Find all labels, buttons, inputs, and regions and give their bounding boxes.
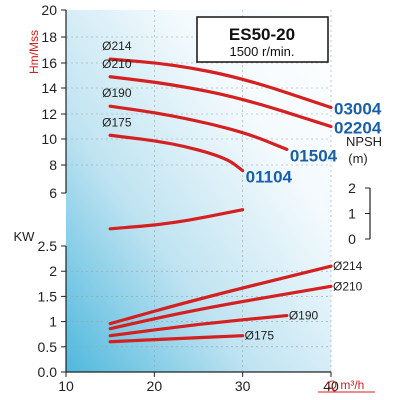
head-tick-label-16: 16 xyxy=(41,55,57,71)
power-curve-label-175: Ø175 xyxy=(245,329,275,343)
chart-subtitle: 1500 r/min. xyxy=(229,44,294,59)
power-curve-214 xyxy=(108,264,333,326)
npsh-curves xyxy=(108,208,245,231)
x-tick-label-30: 30 xyxy=(235,378,251,394)
head-curve-190 xyxy=(108,104,289,151)
npsh-tick-label-2: 2 xyxy=(348,180,356,196)
head-tick-label-14: 14 xyxy=(41,80,57,96)
power-curve-175 xyxy=(108,334,245,344)
head-curve-label-190: Ø190 xyxy=(102,86,132,100)
head-curve-210 xyxy=(108,75,333,129)
npsh-axis-unit: (m) xyxy=(348,151,368,166)
power-tick-label-2.5: 2.5 xyxy=(38,238,58,254)
head-tick-label-10: 10 xyxy=(41,131,57,147)
chart-title: ES50-20 xyxy=(229,25,295,44)
model-label-01504: 01504 xyxy=(290,146,338,165)
model-label-02204: 02204 xyxy=(334,119,382,138)
npsh-tick-label-1: 1 xyxy=(348,206,356,222)
head-curves: Ø214 03004 Ø210 02204 Ø190 01504 Ø175 01104 xyxy=(102,39,382,187)
head-tick-label-18: 18 xyxy=(41,29,57,45)
power-tick-label-0.5: 0.5 xyxy=(38,339,58,355)
head-curve-175 xyxy=(108,133,245,173)
head-curve-label-214: Ø214 xyxy=(102,39,132,53)
head-tick-label-6: 6 xyxy=(49,185,57,201)
title-box xyxy=(196,16,329,63)
model-label-03004: 03004 xyxy=(334,100,382,119)
head-tick-label-12: 12 xyxy=(41,106,57,122)
head-curve-label-175: Ø175 xyxy=(102,115,132,129)
power-tick-label-1.5: 1.5 xyxy=(38,288,58,304)
power-tick-label-1: 1 xyxy=(49,314,57,330)
power-curve-label-214: Ø214 xyxy=(333,259,363,273)
power-axis-title: KW xyxy=(14,229,36,244)
head-curve-label-210: Ø210 xyxy=(102,57,132,71)
x-tick-label-10: 10 xyxy=(58,378,74,394)
x-axis-title: Q m³/h xyxy=(328,378,365,392)
power-curve-210 xyxy=(108,284,333,331)
npsh-curve xyxy=(108,208,245,231)
head-axis-title: Hm/Mss xyxy=(27,30,41,74)
power-curve-190 xyxy=(108,313,289,338)
x-tick-label-20: 20 xyxy=(147,378,163,394)
npsh-tick-label-0: 0 xyxy=(348,231,356,247)
head-tick-label-20: 20 xyxy=(41,2,57,18)
power-tick-label-2: 2 xyxy=(49,263,57,279)
x-axis-title-text: Q m³/h xyxy=(328,378,365,392)
npsh-axis-title: NPSH xyxy=(346,134,382,149)
head-curve-214 xyxy=(108,57,333,110)
head-tick-label-8: 8 xyxy=(49,157,57,173)
x-tick-label-40: 40 xyxy=(323,378,339,394)
model-label-01104: 01104 xyxy=(246,168,293,187)
power-curves: Ø214 Ø210 Ø190 Ø175 xyxy=(108,259,363,344)
power-curve-label-190: Ø190 xyxy=(289,309,319,323)
power-tick-label-0.0: 0.0 xyxy=(38,364,58,380)
power-curve-label-210: Ø210 xyxy=(333,279,363,293)
